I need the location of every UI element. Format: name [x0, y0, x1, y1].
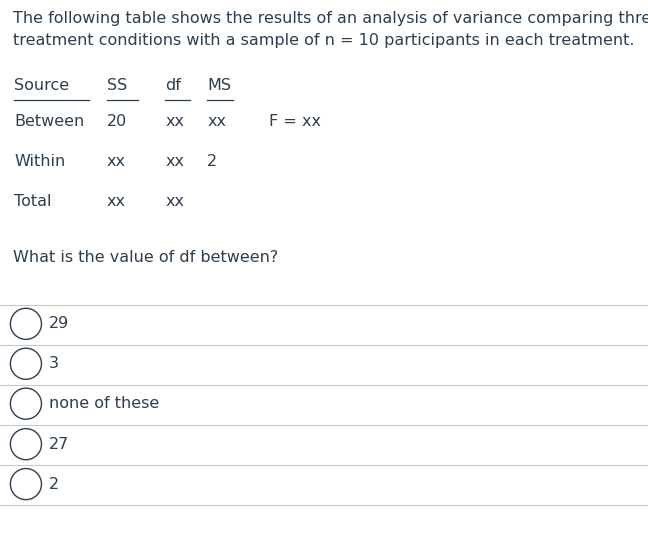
Text: Within: Within	[14, 154, 65, 169]
Text: xx: xx	[165, 154, 184, 169]
Text: 20: 20	[107, 114, 127, 129]
Text: none of these: none of these	[49, 396, 159, 411]
Text: xx: xx	[207, 114, 226, 129]
Text: treatment conditions with a sample of n = 10 participants in each treatment.: treatment conditions with a sample of n …	[13, 33, 634, 48]
Text: SS: SS	[107, 78, 127, 92]
Text: Source: Source	[14, 78, 69, 92]
Text: What is the value of df between?: What is the value of df between?	[13, 250, 278, 265]
Text: xx: xx	[165, 114, 184, 129]
Text: MS: MS	[207, 78, 231, 92]
Text: Between: Between	[14, 114, 84, 129]
Text: 29: 29	[49, 316, 69, 331]
Text: xx: xx	[107, 194, 126, 209]
Text: 2: 2	[49, 476, 59, 492]
Text: Total: Total	[14, 194, 52, 209]
Text: 27: 27	[49, 437, 69, 452]
Text: xx: xx	[165, 194, 184, 209]
Text: F = xx: F = xx	[269, 114, 321, 129]
Text: xx: xx	[107, 154, 126, 169]
Text: df: df	[165, 78, 181, 92]
Text: The following table shows the results of an analysis of variance comparing three: The following table shows the results of…	[13, 11, 648, 26]
Text: 3: 3	[49, 356, 58, 371]
Text: 2: 2	[207, 154, 218, 169]
